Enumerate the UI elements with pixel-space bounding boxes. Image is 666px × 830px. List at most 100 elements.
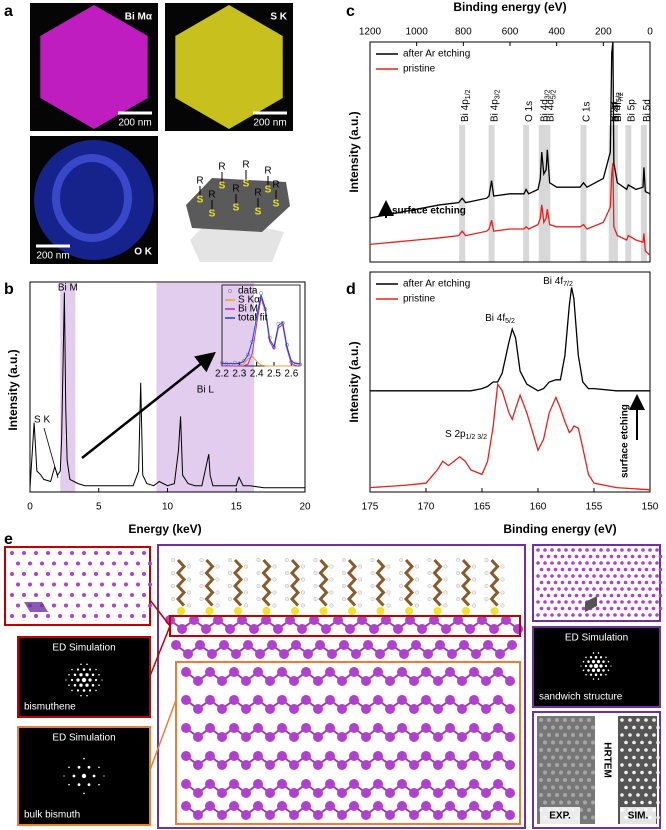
lattice-atom <box>557 613 561 617</box>
bi-atom <box>495 649 505 659</box>
hrtem-spot <box>547 793 551 797</box>
peak-band <box>459 125 466 262</box>
lattice-atom <box>550 548 554 552</box>
hrtem-spot <box>547 778 551 782</box>
lattice-atom <box>10 614 14 618</box>
bi-atom <box>183 649 193 659</box>
ed-spot <box>592 652 595 654</box>
peak-label: S 2p <box>609 101 620 122</box>
lattice-atom <box>564 561 568 565</box>
bi-atom <box>433 810 443 820</box>
ed-spot <box>602 660 605 663</box>
hrtem-spot <box>539 733 543 737</box>
lattice-atom <box>578 574 582 578</box>
lattice-atom <box>546 554 551 559</box>
peak-label: Bi 4f5/2 <box>611 92 624 122</box>
hrtem-spot <box>587 763 591 767</box>
lattice-atom <box>94 572 98 576</box>
schematic-r: R <box>232 184 239 195</box>
sim-spot <box>648 755 652 760</box>
hrtem-spot <box>539 718 543 722</box>
lattice-atom <box>539 606 544 611</box>
bi-atom <box>445 801 455 811</box>
bi-atom <box>325 751 335 761</box>
x-tick-label: 1200 <box>359 27 382 38</box>
lattice-atom <box>585 587 589 591</box>
peak-label: O 1s <box>524 101 535 122</box>
hrtem-spot <box>567 740 571 745</box>
sim-spot <box>656 725 660 730</box>
ed-spot <box>73 673 77 677</box>
hrtem-spot <box>547 733 551 737</box>
lattice-atom <box>655 600 659 604</box>
bi-atom <box>409 704 419 714</box>
alkyl-chain <box>175 558 187 607</box>
bi-atom <box>277 723 287 733</box>
peak-label: Bi 4f7/2 <box>613 92 626 122</box>
bi-atom <box>505 704 515 714</box>
bi-atom <box>481 676 491 686</box>
x-tick-label: 150 <box>642 502 659 513</box>
hydrogen <box>414 603 420 608</box>
lattice-atom <box>557 561 561 565</box>
hrtem-spot <box>547 763 551 767</box>
lattice-atom <box>574 580 579 585</box>
lattice-atom <box>616 567 621 572</box>
lattice-atom <box>16 603 20 608</box>
hrtem-spot <box>591 770 595 775</box>
bi-atom <box>421 667 431 677</box>
legend-label: Bi M <box>238 304 258 315</box>
peak-label-sub: 1/2 <box>466 89 473 99</box>
peak-label-sub: 7/2 <box>618 92 625 102</box>
lattice-atom <box>100 561 104 566</box>
hydrogen <box>284 557 290 563</box>
lattice-atom <box>609 580 614 585</box>
bi-atom <box>421 695 431 705</box>
panel-label: e <box>4 531 13 548</box>
link-line <box>149 699 177 771</box>
bi-atom <box>337 810 347 820</box>
y-axis-label: Intensity (a.u.) <box>347 111 361 192</box>
peak-label-main: Bi 5p <box>626 99 637 122</box>
alkyl-chain <box>346 558 358 607</box>
lattice-atom <box>637 580 642 585</box>
lattice-atom <box>564 613 568 617</box>
lattice-atom <box>599 574 603 578</box>
lattice-atom <box>539 593 544 598</box>
bi-atom <box>273 624 283 634</box>
lattice-atom <box>550 587 554 591</box>
lattice-atom <box>28 582 32 587</box>
lattice-atom <box>553 580 558 585</box>
bi-atom <box>493 779 503 789</box>
ed-spot <box>98 673 100 676</box>
lattice-atom <box>609 606 614 611</box>
legend-label: S Kα <box>238 295 260 306</box>
lattice-atom <box>602 606 607 611</box>
lattice-atom <box>142 614 146 618</box>
hrtem-spot <box>551 800 555 805</box>
lattice-atom <box>22 614 26 618</box>
ed-spot <box>85 683 89 687</box>
peak-band <box>580 125 587 262</box>
x-tick-label: 170 <box>418 502 435 513</box>
bi-atom <box>195 640 205 650</box>
lattice-atom <box>557 574 561 578</box>
lattice-atom <box>634 587 638 591</box>
lattice-atom <box>70 614 74 618</box>
inset-arrow <box>81 351 216 459</box>
lattice-atom <box>76 582 80 587</box>
lattice-atom <box>606 587 610 591</box>
hydrogen <box>170 596 176 602</box>
ed-spot <box>584 664 588 668</box>
sim-spot <box>644 718 648 722</box>
sim-spot <box>628 793 632 797</box>
ed-spot <box>79 683 83 687</box>
hrtem-spot <box>575 755 579 760</box>
lattice-atom <box>70 572 74 576</box>
sulfur <box>348 607 356 615</box>
lattice-atom <box>52 561 56 566</box>
hrtem-spot <box>571 748 575 752</box>
ed-spot <box>98 783 100 786</box>
lattice-atom <box>543 600 547 604</box>
lattice-atom <box>634 600 638 604</box>
